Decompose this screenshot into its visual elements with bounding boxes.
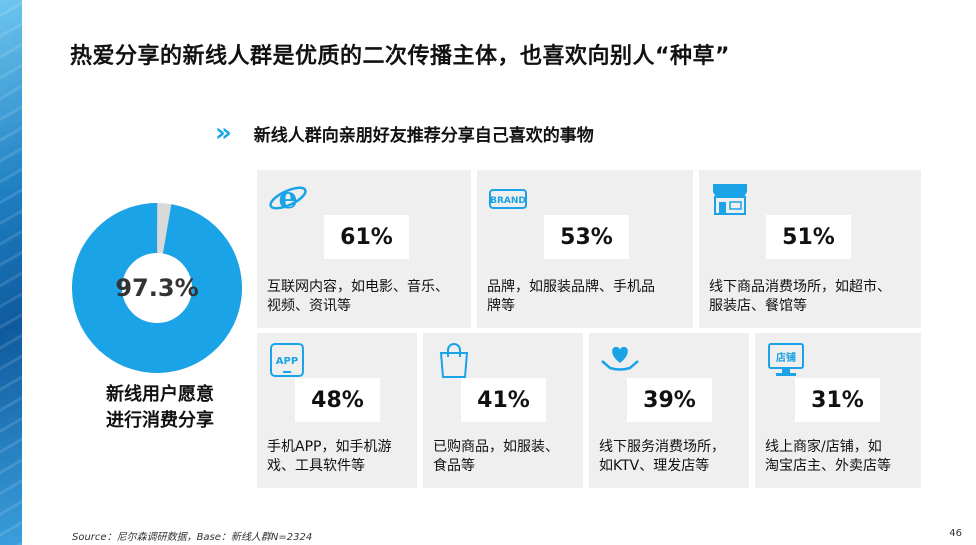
store-icon-text: 店铺 <box>776 351 796 364</box>
card-description: 线下服务消费场所， 如KTV、理发店等 <box>599 438 725 476</box>
desc-line: 服装店、餐馆等 <box>709 298 807 314</box>
donut-value-label: 97.3% <box>115 274 199 302</box>
donut-caption: 新线用户愿意 进行消费分享 <box>70 382 250 434</box>
heart-hands-icon <box>599 341 641 379</box>
card-description: 互联网内容，如电影、音乐、 视频、资讯等 <box>267 278 449 316</box>
card-mobile-apps: APP 48% 手机APP，如手机游 戏、工具软件等 <box>257 333 417 488</box>
desc-line: 手机APP，如手机游 <box>267 439 392 455</box>
desc-line: 食品等 <box>433 458 475 474</box>
online-store-icon: 店铺 <box>765 341 807 379</box>
card-percent: 48% <box>295 378 380 422</box>
desc-line: 如KTV、理发店等 <box>599 458 710 474</box>
donut-caption-line1: 新线用户愿意 <box>106 384 214 405</box>
source-note: Source：尼尔森调研数据，Base：新线人群N=2324 <box>72 532 313 543</box>
card-purchased-goods: 41% 已购商品，如服装、 食品等 <box>423 333 583 488</box>
internet-explorer-icon: e <box>267 178 309 216</box>
donut-caption-line2: 进行消费分享 <box>106 410 214 431</box>
subtitle-row: » 新线人群向亲朋好友推荐分享自己喜欢的事物 <box>215 118 594 148</box>
donut-svg <box>72 203 242 373</box>
card-brand: BRAND 53% 品牌，如服装品牌、手机品 牌等 <box>477 170 693 328</box>
card-internet-content: e 61% 互联网内容，如电影、音乐、 视频、资讯等 <box>257 170 471 328</box>
page-title: 热爱分享的新线人群是优质的二次传播主体，也喜欢向别人“种草” <box>70 44 730 69</box>
desc-line: 线上商家/店铺，如 <box>765 439 882 455</box>
subtitle: 新线人群向亲朋好友推荐分享自己喜欢的事物 <box>253 125 594 146</box>
desc-line: 淘宝店主、外卖店等 <box>765 458 891 474</box>
brand-icon: BRAND <box>487 178 529 216</box>
card-percent: 53% <box>544 215 629 259</box>
card-description: 线下商品消费场所，如超市、 服装店、餐馆等 <box>709 278 891 316</box>
share-donut-chart: 97.3% <box>72 203 242 373</box>
card-online-stores: 店铺 31% 线上商家/店铺，如 淘宝店主、外卖店等 <box>755 333 921 488</box>
card-description: 手机APP，如手机游 戏、工具软件等 <box>267 438 391 476</box>
card-description: 线上商家/店铺，如 淘宝店主、外卖店等 <box>765 438 891 476</box>
shopping-bag-icon <box>433 341 475 379</box>
card-description: 已购商品，如服装、 食品等 <box>433 438 559 476</box>
card-offline-stores: 51% 线下商品消费场所，如超市、 服装店、餐馆等 <box>699 170 921 328</box>
desc-line: 线下商品消费场所，如超市、 <box>709 279 891 295</box>
card-percent: 61% <box>324 215 409 259</box>
card-description: 品牌，如服装品牌、手机品 牌等 <box>487 278 655 316</box>
desc-line: 线下服务消费场所， <box>599 439 725 455</box>
app-icon-text: APP <box>276 356 298 367</box>
desc-line: 已购商品，如服装、 <box>433 439 559 455</box>
double-chevron-icon: » <box>215 118 232 148</box>
svg-text:e: e <box>278 181 297 216</box>
donut-value-arc <box>72 203 242 373</box>
card-percent: 39% <box>627 378 712 422</box>
page-number: 46 <box>949 528 962 539</box>
desc-line: 品牌，如服装品牌、手机品 <box>487 279 655 295</box>
store-icon <box>709 178 751 216</box>
desc-line: 戏、工具软件等 <box>267 458 365 474</box>
decorative-side-bar <box>0 0 22 545</box>
card-percent: 51% <box>766 215 851 259</box>
app-phone-icon: APP <box>267 341 309 379</box>
desc-line: 互联网内容，如电影、音乐、 <box>267 279 449 295</box>
desc-line: 牌等 <box>487 298 515 314</box>
card-offline-services: 39% 线下服务消费场所， 如KTV、理发店等 <box>589 333 749 488</box>
brand-icon-text: BRAND <box>490 196 526 206</box>
card-percent: 41% <box>461 378 546 422</box>
desc-line: 视频、资讯等 <box>267 298 351 314</box>
card-percent: 31% <box>795 378 880 422</box>
